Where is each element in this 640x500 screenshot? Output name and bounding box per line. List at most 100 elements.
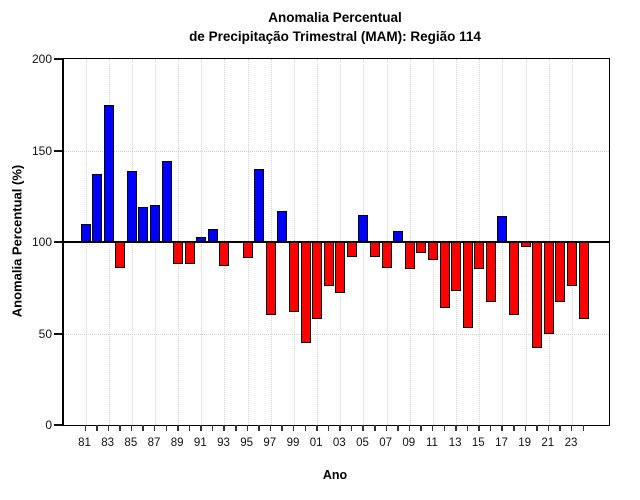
bar-2006: [370, 242, 381, 257]
x-tick-label-2015: 15: [471, 437, 485, 449]
x-tick-label-2003: 03: [332, 437, 346, 449]
x-tick-label-2001: 01: [309, 437, 323, 449]
y-tick-150: [54, 149, 62, 152]
x-tick-2020: [536, 425, 538, 431]
x-tick-1996: [258, 425, 260, 431]
x-tick-1987: [153, 425, 156, 431]
x-tick-2009: [408, 425, 411, 431]
bar-2017: [497, 216, 508, 242]
x-tick-label-1991: 91: [193, 437, 207, 449]
x-tick-2010: [420, 425, 422, 431]
x-tick-1989: [177, 425, 179, 431]
bar-1992: [207, 229, 218, 242]
x-tick-label-1999: 99: [286, 437, 300, 449]
x-tick-2019: [524, 425, 527, 431]
x-tick-label-1997: 97: [263, 437, 277, 449]
x-tick-label-2023: 23: [564, 437, 578, 449]
x-tick-label-1981: 81: [78, 437, 91, 449]
x-tick-1984: [119, 425, 121, 431]
bar-2019: [520, 242, 531, 248]
bar-2021: [543, 242, 554, 334]
x-tick-label-1989: 89: [170, 437, 184, 449]
bar-2018: [509, 242, 520, 316]
y-tick-200: [54, 58, 62, 60]
bar-1984: [115, 242, 126, 268]
bar-2005: [358, 214, 369, 242]
bar-1988: [161, 161, 172, 242]
bar-1982: [92, 174, 103, 242]
x-tick-1998: [281, 425, 283, 431]
x-tick-2004: [350, 425, 353, 431]
x-tick-2015: [478, 425, 480, 431]
x-tick-label-2007: 07: [379, 437, 393, 449]
bar-1993: [219, 242, 230, 266]
horizontal-gridline-150: [64, 150, 609, 152]
y-tick-label-150: 150: [31, 143, 52, 158]
bar-1985: [126, 170, 137, 242]
x-tick-label-2017: 17: [495, 437, 508, 449]
bar-2022: [555, 242, 566, 303]
x-tick-1981: [84, 425, 86, 431]
bar-1981: [80, 223, 91, 242]
chart-title: Anomalia Percentual de Precipitação Trim…: [62, 8, 608, 46]
x-tick-1991: [200, 425, 202, 431]
y-tick-50: [54, 332, 62, 335]
x-tick-1999: [292, 425, 295, 431]
bar-2016: [485, 242, 496, 303]
x-tick-label-2009: 09: [402, 437, 416, 449]
bar-1999: [288, 242, 299, 312]
chart-title-line1: Anomalia Percentual: [268, 10, 402, 25]
x-tick-label-2019: 19: [518, 437, 532, 449]
y-tick-label-50: 50: [38, 326, 52, 341]
x-tick-1994: [235, 425, 237, 431]
x-tick-2023: [570, 425, 573, 431]
chart-title-line2: de Precipitação Trimestral (MAM): Região…: [189, 29, 481, 44]
x-tick-1993: [223, 425, 225, 431]
x-tick-label-2013: 13: [448, 437, 462, 449]
bar-2008: [393, 231, 404, 242]
x-tick-2002: [327, 425, 330, 431]
bar-2024: [578, 242, 589, 319]
bar-1995: [242, 242, 253, 259]
bar-2015: [474, 242, 485, 270]
bar-1983: [103, 104, 114, 242]
bar-1996: [254, 168, 265, 242]
x-tick-2003: [339, 425, 341, 431]
bar-2001: [312, 242, 323, 319]
x-tick-2013: [455, 425, 457, 431]
bar-1989: [173, 242, 184, 264]
x-tick-label-2011: 11: [426, 437, 438, 449]
x-tick-label-2005: 05: [356, 437, 369, 449]
x-tick-label-1983: 83: [101, 437, 115, 449]
bar-2013: [451, 242, 462, 292]
x-tick-2001: [316, 425, 318, 431]
bar-2000: [300, 242, 311, 343]
bar-1986: [138, 207, 149, 242]
x-tick-2007: [385, 425, 388, 431]
horizontal-gridline-50: [64, 333, 609, 335]
x-tick-label-2021: 21: [541, 437, 555, 449]
bar-2009: [404, 242, 415, 270]
x-tick-2014: [466, 425, 469, 431]
bar-1998: [277, 210, 288, 242]
bar-2003: [335, 242, 346, 294]
x-tick-2017: [501, 425, 503, 431]
bar-2014: [462, 242, 473, 328]
y-tick-label-100: 100: [31, 235, 52, 249]
x-tick-2000: [304, 425, 307, 431]
bar-1990: [184, 242, 195, 264]
x-tick-label-1993: 93: [217, 437, 230, 449]
x-tick-2006: [374, 425, 376, 431]
x-tick-1995: [246, 425, 249, 431]
x-tick-label-1985: 85: [124, 437, 138, 449]
y-tick-100: [54, 241, 62, 243]
x-tick-2021: [547, 425, 550, 431]
x-tick-label-1995: 95: [240, 437, 254, 449]
x-tick-1988: [165, 425, 168, 431]
x-tick-2008: [397, 425, 399, 431]
y-tick-label-0: 0: [45, 418, 52, 432]
x-tick-1985: [130, 425, 133, 431]
x-tick-1986: [142, 425, 144, 431]
x-tick-2011: [431, 425, 434, 431]
